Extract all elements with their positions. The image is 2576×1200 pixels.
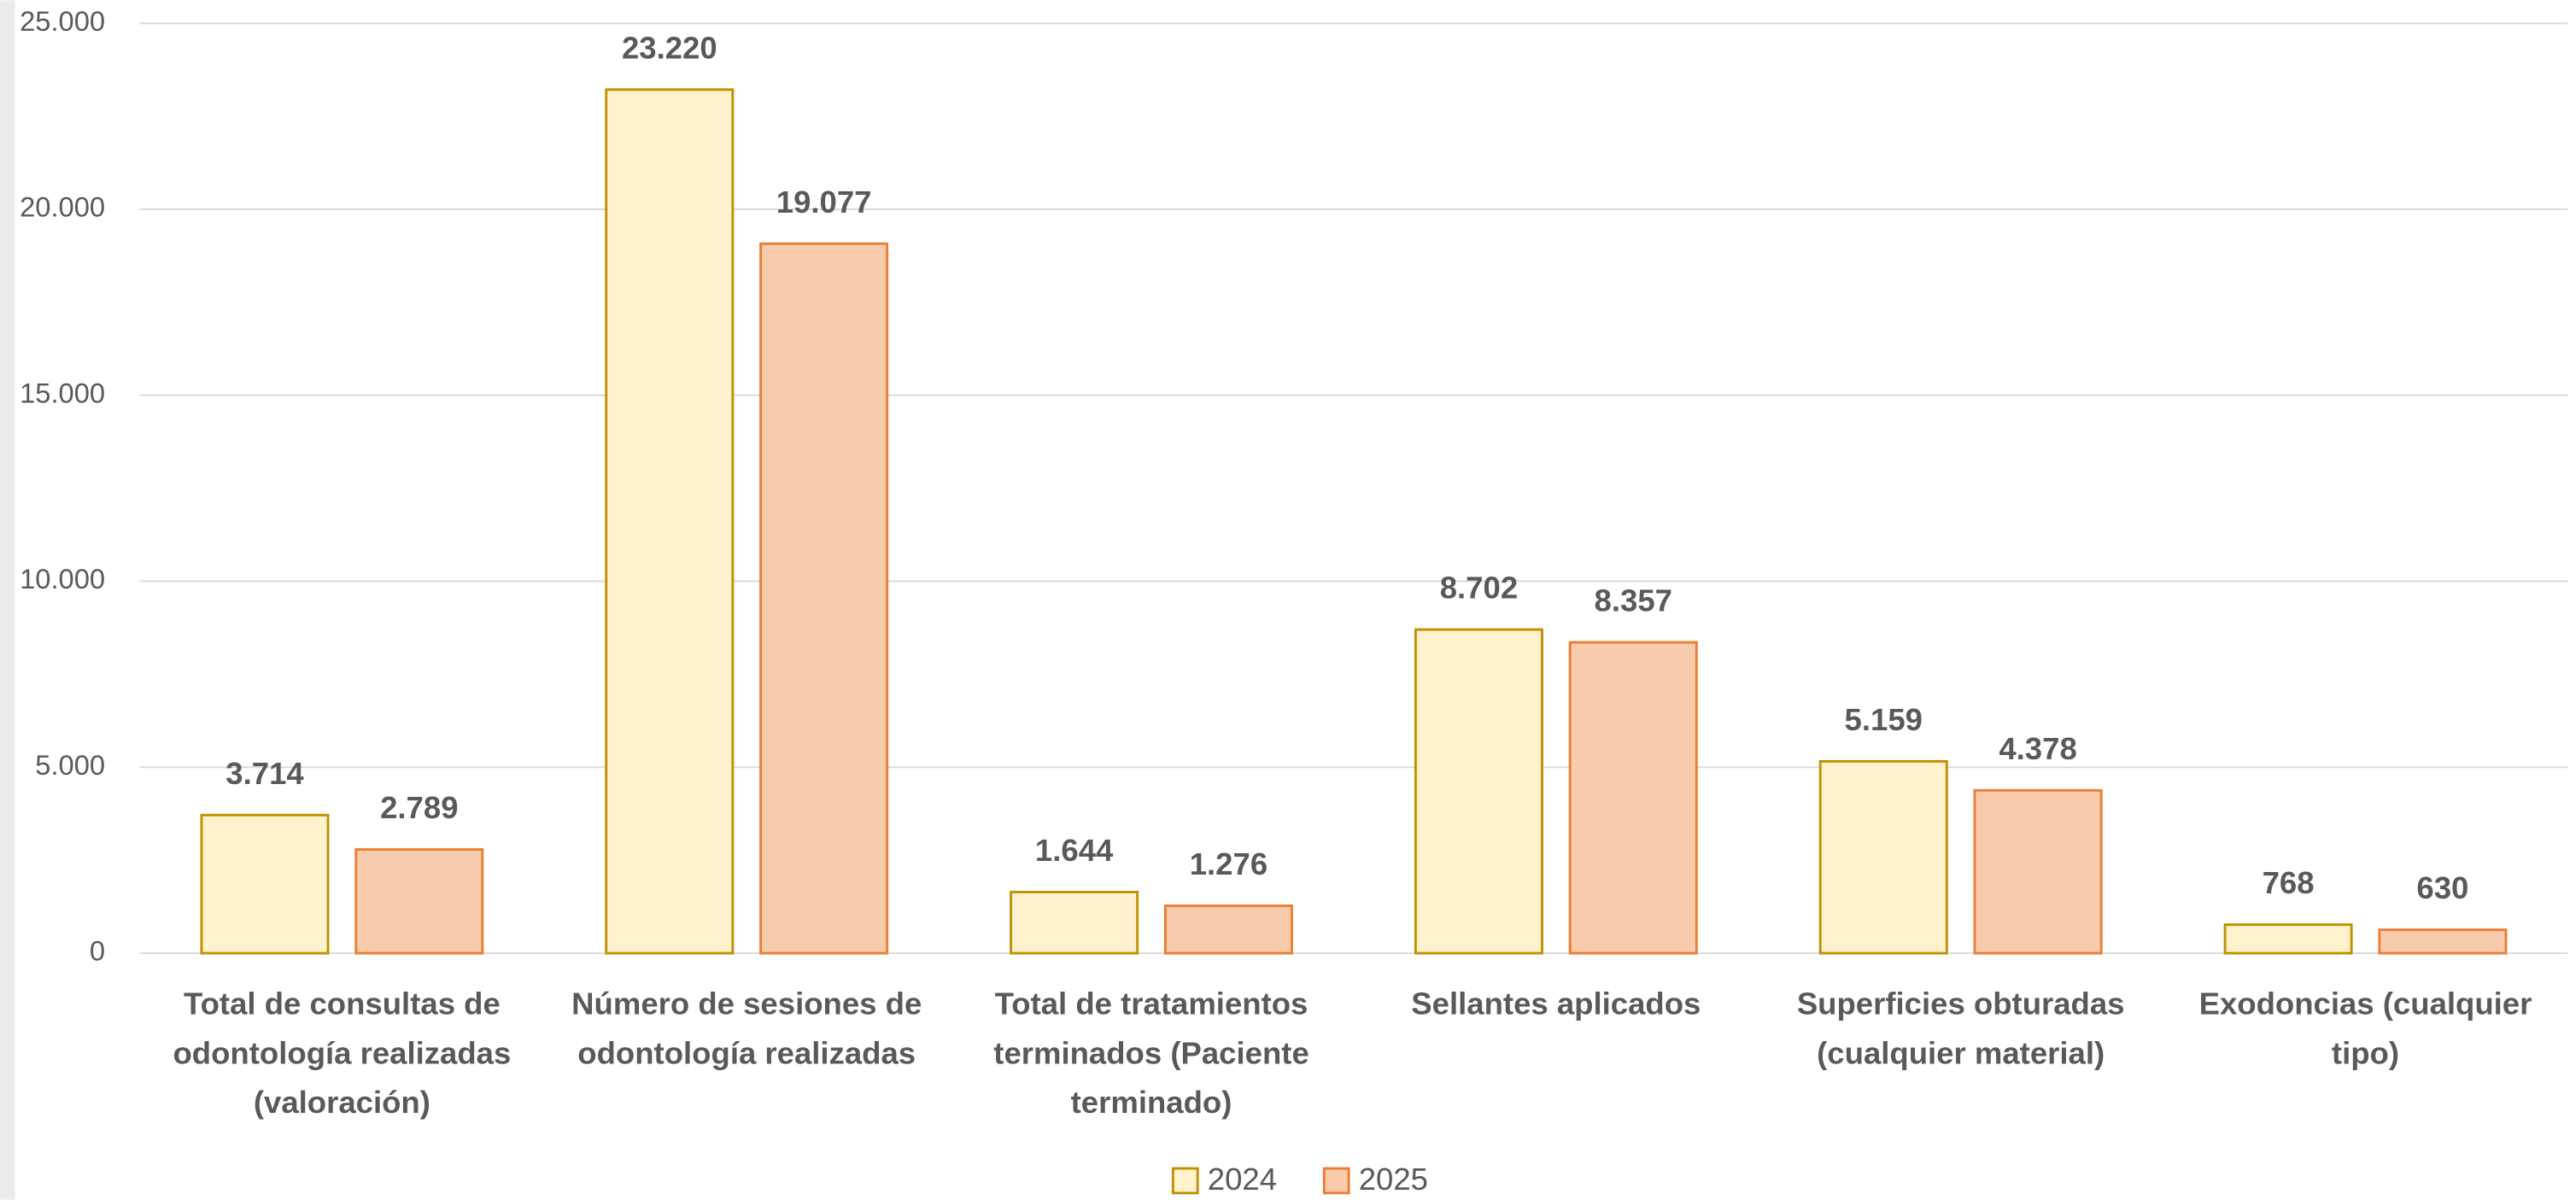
bar <box>1568 641 1698 955</box>
value-label: 5.159 <box>1845 702 1923 737</box>
bar <box>2223 923 2353 955</box>
value-label: 630 <box>2416 870 2468 905</box>
bar <box>759 242 889 955</box>
bar <box>1818 759 1948 955</box>
value-label: 768 <box>2263 865 2315 900</box>
value-label: 23.220 <box>622 30 717 65</box>
y-tick-label: 25.000 <box>20 5 105 37</box>
x-tick-label: Total de consultas de odontología realiza… <box>173 986 511 1119</box>
bar <box>354 848 484 955</box>
value-label: 8.357 <box>1595 583 1672 618</box>
x-tick-label: Exodoncias (cualquier tipo) <box>2199 986 2532 1070</box>
x-tick-label: Total de tratamientos terminados (Pacient… <box>993 986 1309 1119</box>
value-label: 4.378 <box>1999 731 2076 766</box>
bar <box>605 88 735 955</box>
bar <box>200 813 330 955</box>
legend-swatch <box>1322 1167 1350 1195</box>
bar <box>2378 928 2508 955</box>
y-tick-label: 15.000 <box>20 377 105 408</box>
x-tick-label: Sellantes aplicados <box>1411 986 1701 1021</box>
legend-label: 2024 <box>1208 1162 1277 1197</box>
bar <box>1973 788 2103 955</box>
x-tick-label: Número de sesiones de odontología realiza… <box>571 986 922 1070</box>
value-label: 8.702 <box>1440 571 1518 606</box>
x-tick-label: Superficies obturadas (cualquier material… <box>1797 986 2125 1070</box>
value-label: 2.789 <box>380 790 458 825</box>
value-label: 1.276 <box>1190 846 1268 881</box>
legend-swatch <box>1171 1167 1199 1195</box>
value-label: 19.077 <box>776 184 872 220</box>
y-tick-label: 10.000 <box>20 563 105 594</box>
bar <box>1010 891 1139 955</box>
left-edge <box>0 0 15 1200</box>
bar <box>1414 628 1543 955</box>
value-label: 1.644 <box>1035 833 1114 868</box>
y-tick-label: 0 <box>90 935 105 967</box>
bar <box>1163 904 1293 955</box>
y-tick-label: 5.000 <box>35 749 105 781</box>
legend-label: 2025 <box>1359 1162 1428 1197</box>
value-label: 3.714 <box>225 756 304 791</box>
y-tick-label: 20.000 <box>20 191 105 223</box>
